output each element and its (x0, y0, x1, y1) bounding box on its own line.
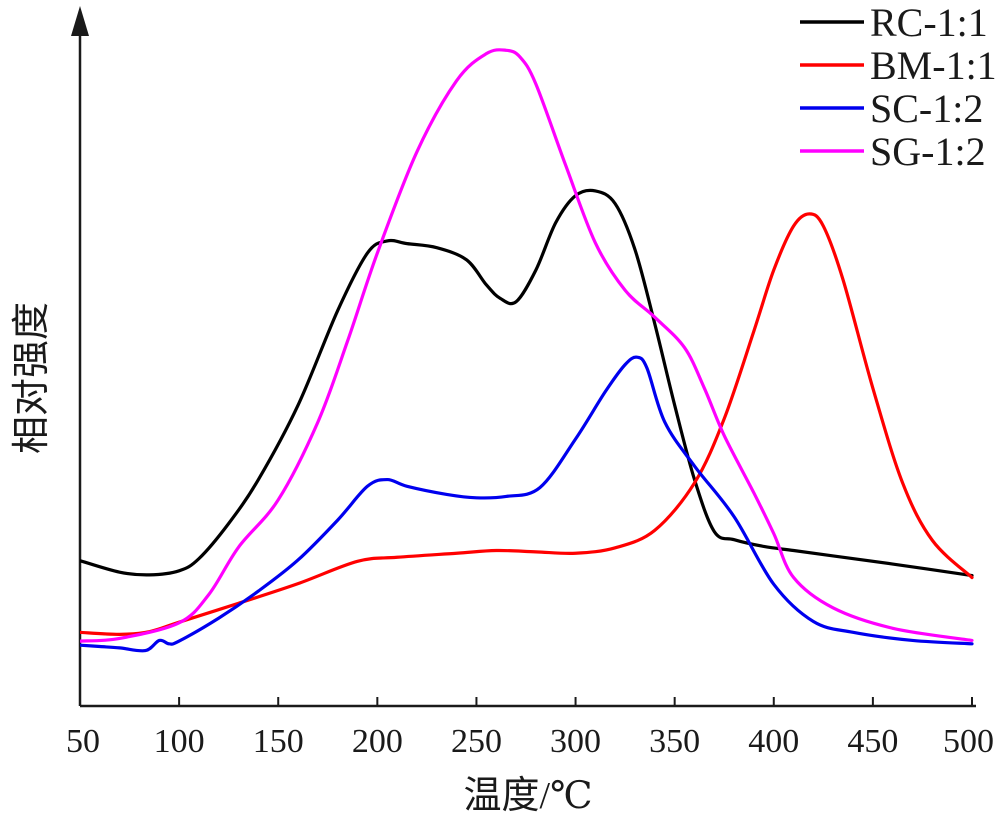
series-line-bm-1-1 (80, 212, 974, 636)
series-line-sc-1-2 (80, 355, 974, 653)
x-tick-label: 250 (451, 723, 502, 760)
y-axis-label: 相对强度 (11, 302, 53, 454)
x-tick-label: 300 (550, 723, 601, 760)
x-tick-label: 100 (154, 723, 205, 760)
x-tick-label: 50 (66, 723, 100, 760)
series-line-sg-1-2 (80, 48, 974, 643)
x-tick-label: 350 (649, 723, 700, 760)
legend-label: BM-1:1 (870, 43, 997, 88)
x-ticks: 50 100 150 200 250 300 350 400 450 500 (66, 697, 994, 760)
y-axis-arrow-icon (71, 6, 89, 36)
x-axis-label: 温度/℃ (463, 775, 592, 817)
legend-label: RC-1:1 (870, 0, 988, 45)
x-tick-label: 400 (748, 723, 799, 760)
x-tick-label: 150 (253, 723, 304, 760)
legend-label: SC-1:2 (870, 86, 983, 131)
legend-label: SG-1:2 (870, 129, 986, 174)
x-tick-label: 200 (352, 723, 403, 760)
legend: RC-1:1BM-1:1SC-1:2SG-1:2 (800, 0, 997, 174)
x-tick-label: 500 (943, 723, 994, 760)
series-layer (80, 48, 974, 653)
axes (71, 6, 976, 708)
series-line-rc-1-1 (80, 188, 974, 578)
x-tick-label: 450 (847, 723, 898, 760)
